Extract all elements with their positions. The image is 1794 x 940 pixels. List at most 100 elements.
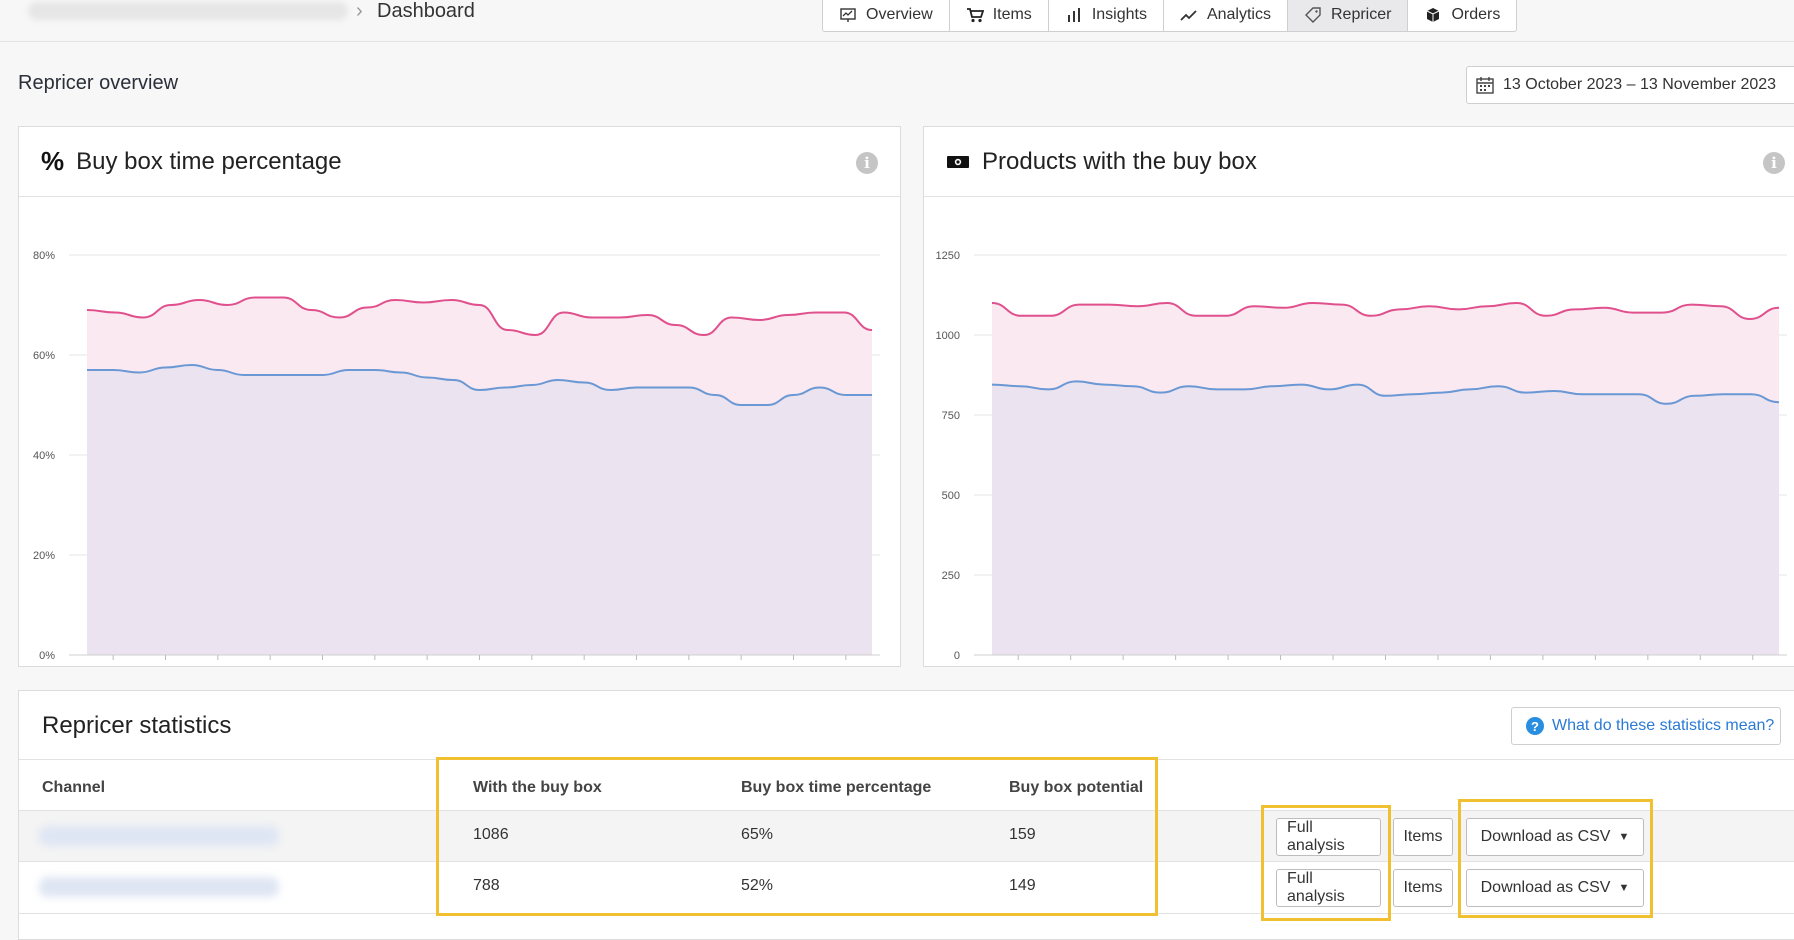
button-label: Download as CSV: [1480, 879, 1611, 896]
bar-chart-icon: [1067, 7, 1080, 22]
x-tick-label: 26 oct: [1317, 664, 1350, 666]
full-analysis-button[interactable]: Full analysis: [1276, 869, 1381, 907]
buy-box-time-chart: 80% 60% 40% 20% 0% 14 oct 16 oct 18 oct 20 oct 22…: [33, 250, 880, 666]
divider: [19, 759, 1794, 760]
x-tick-label: 20 oct: [1159, 664, 1192, 666]
tab-repricer[interactable]: Repricer: [1287, 0, 1409, 31]
tab-label: Items: [992, 5, 1032, 23]
x-tick-label: 24 oct: [358, 664, 391, 666]
x-tick-label: 05 nov: [1577, 664, 1613, 666]
y-tick-label: 500: [942, 490, 960, 502]
button-label: Full analysis: [1287, 870, 1345, 905]
calendar-icon: [1476, 77, 1494, 94]
button-label: Full analysis: [1287, 819, 1345, 854]
y-tick-label: 20%: [33, 550, 55, 562]
info-icon[interactable]: i: [1763, 152, 1785, 174]
x-tick-label: 22 oct: [306, 664, 339, 666]
channel-name-blurred: [39, 877, 279, 897]
download-csv-button[interactable]: Download as CSV ▼: [1466, 818, 1644, 856]
card-header: % Buy box time percentage i: [19, 127, 900, 197]
y-tick-label: 1000: [936, 330, 960, 342]
x-tick-label: 11 nov: [828, 664, 863, 666]
money-icon: [947, 155, 969, 168]
col-header-with-buy-box: With the buy box: [473, 779, 602, 796]
x-tick-label: 01 nov: [566, 664, 602, 666]
series-area: [87, 365, 872, 655]
cell-time-pct: 52%: [741, 877, 774, 894]
date-range-picker[interactable]: 13 October 2023 – 13 November 2023: [1466, 66, 1794, 104]
tab-orders[interactable]: Orders: [1408, 0, 1516, 31]
trend-line-icon: [1180, 9, 1197, 21]
col-header-channel: Channel: [42, 779, 106, 796]
x-tick-label: 07 nov: [723, 664, 759, 666]
tab-insights[interactable]: Insights: [1049, 0, 1164, 31]
question-icon: ?: [1526, 717, 1544, 735]
x-tick-label: 28 oct: [463, 664, 496, 666]
tab-label: Repricer: [1330, 5, 1392, 23]
table-row: 788 52% 149 Full analysis Items Download…: [19, 862, 1794, 914]
breadcrumb-parent-blurred[interactable]: [28, 2, 348, 20]
series-line: [991, 301, 1780, 321]
overview-icon: [840, 7, 856, 22]
x-tick-label: 11 nov: [1735, 664, 1770, 666]
tab-analytics[interactable]: Analytics: [1164, 0, 1288, 31]
y-tick-label: 80%: [33, 250, 55, 262]
items-button[interactable]: Items: [1393, 818, 1453, 856]
download-csv-button[interactable]: Download as CSV ▼: [1466, 869, 1644, 907]
caret-down-icon: ▼: [1618, 831, 1630, 843]
series-line: [86, 363, 872, 406]
card-header: Products with the buy box i: [924, 127, 1794, 197]
x-tick-label: 28 oct: [1369, 664, 1402, 666]
page-title: Repricer overview: [18, 72, 179, 94]
products-buy-box-chart: 1250 1000 750 500 250 0 14 oct 16 oct 18 oct 20 o…: [936, 250, 1787, 666]
y-tick-label: 1250: [936, 250, 960, 262]
series-line: [86, 296, 873, 337]
main-nav-tabs: Overview Items Insights Analytics Repric…: [822, 0, 1518, 32]
col-header-time-pct: Buy box time percentage: [741, 779, 932, 796]
y-tick-label: 40%: [33, 450, 55, 462]
x-tick-label: 20 oct: [254, 664, 287, 666]
items-button[interactable]: Items: [1393, 869, 1453, 907]
tab-items[interactable]: Items: [950, 0, 1049, 31]
x-tick-label: 22 oct: [1212, 664, 1245, 666]
x-tick-label: 30 oct: [1422, 664, 1455, 666]
tab-overview[interactable]: Overview: [823, 0, 950, 31]
help-label: What do these statistics mean?: [1552, 717, 1775, 734]
x-tick-label: 30 oct: [515, 664, 548, 666]
y-tick-label: 0: [954, 650, 960, 662]
breadcrumb-current: Dashboard: [377, 0, 475, 22]
table-row: 1086 65% 159 Full analysis Items Downloa…: [19, 810, 1794, 862]
tab-label: Orders: [1451, 5, 1501, 23]
x-tick-label: 14 oct: [1002, 664, 1035, 666]
full-analysis-button[interactable]: Full analysis: [1276, 818, 1381, 856]
stats-title: Repricer statistics: [42, 712, 232, 739]
x-tick-label: 05 nov: [671, 664, 707, 666]
top-bar: › Dashboard Overview Items Insights Anal…: [0, 0, 1794, 42]
button-label: Items: [1403, 828, 1443, 845]
breadcrumb-chevron-icon: ›: [356, 0, 363, 22]
x-tick-label: 16 oct: [149, 664, 182, 666]
statistics-help-button[interactable]: ? What do these statistics mean?: [1511, 707, 1781, 745]
percent-icon: %: [41, 146, 65, 176]
cell-with-buy-box: 788: [473, 877, 500, 894]
date-range-text: 13 October 2023 – 13 November 2023: [1503, 76, 1777, 93]
cell-time-pct: 65%: [741, 826, 774, 843]
x-tick-label: 03 nov: [618, 664, 654, 666]
products-buy-box-card: Products with the buy box i 1250 1000 750 5…: [923, 126, 1794, 667]
y-tick-label: 750: [942, 410, 960, 422]
card-title: Buy box time percentage: [76, 147, 342, 175]
x-tick-label: 09 nov: [775, 664, 811, 666]
cell-potential: 159: [1009, 826, 1036, 843]
button-label: Download as CSV: [1480, 828, 1611, 845]
tab-label: Analytics: [1206, 5, 1271, 23]
x-tick-label: 03 nov: [1525, 664, 1561, 666]
y-tick-label: 60%: [33, 350, 55, 362]
tab-label: Insights: [1091, 5, 1147, 23]
box-icon: [1427, 7, 1440, 22]
col-header-potential: Buy box potential: [1009, 779, 1144, 796]
cell-potential: 149: [1009, 877, 1036, 894]
cell-with-buy-box: 1086: [473, 826, 509, 843]
info-icon[interactable]: i: [856, 152, 878, 174]
tab-label: Overview: [866, 5, 933, 23]
x-tick-label: 26 oct: [411, 664, 444, 666]
